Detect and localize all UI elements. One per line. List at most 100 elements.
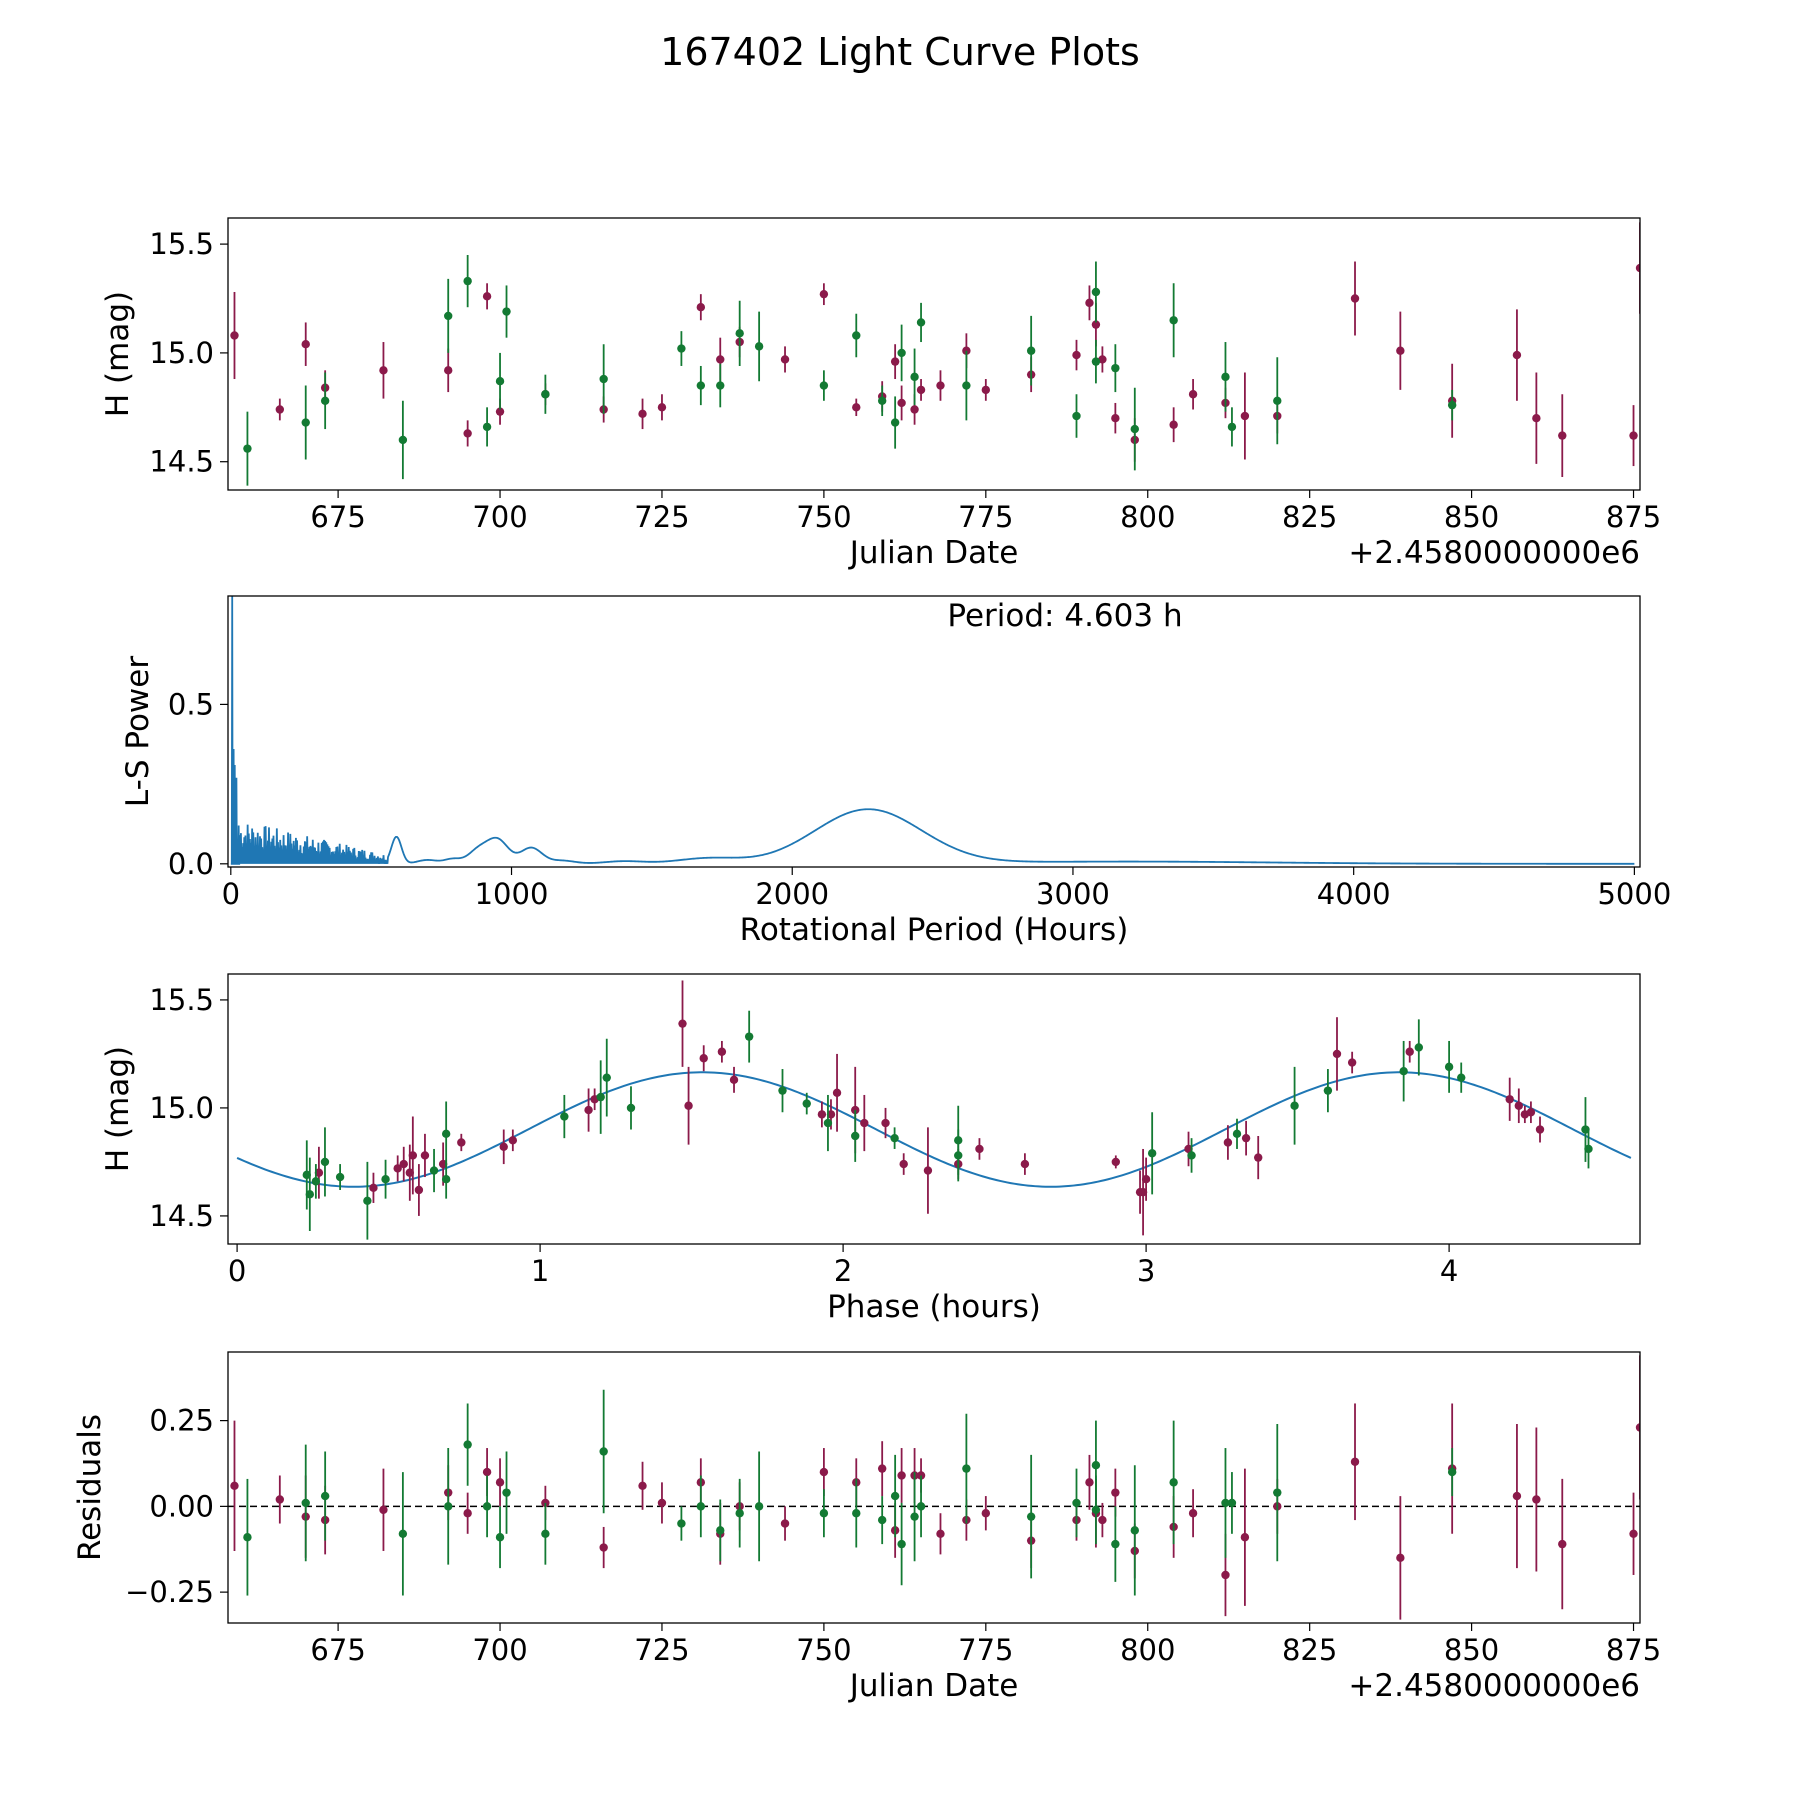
data-point: [1350, 1457, 1360, 1466]
data-point: [1532, 413, 1541, 423]
plot-area: [236, 980, 1632, 1240]
data-point: [1221, 372, 1230, 382]
series-green: [243, 1389, 1457, 1596]
data-point: [916, 385, 926, 395]
x-tick-label: 1000: [475, 877, 549, 911]
data-point: [699, 1054, 708, 1063]
data-point: [1347, 1058, 1357, 1067]
y-tick-label: −0.25: [125, 1575, 214, 1609]
data-point: [1273, 1488, 1282, 1497]
data-point: [877, 1515, 887, 1525]
data-point: [1396, 1553, 1405, 1563]
y-axis-label: Residuals: [72, 1414, 108, 1561]
data-point: [495, 1478, 505, 1487]
data-point: [495, 377, 505, 386]
data-point: [1290, 1101, 1299, 1110]
data-point: [860, 1118, 869, 1128]
data-point: [1405, 1047, 1414, 1056]
data-point: [408, 1151, 418, 1160]
y-axis-label: H (mag): [100, 291, 136, 417]
data-point: [1558, 1539, 1567, 1549]
data-point: [602, 1073, 611, 1082]
data-point: [508, 1136, 518, 1145]
data-point: [405, 1168, 415, 1177]
data-point: [916, 1502, 926, 1511]
data-point: [275, 1495, 285, 1504]
data-point: [482, 1502, 492, 1511]
x-tick-label: 4: [1440, 1254, 1458, 1288]
data-point: [897, 348, 906, 358]
data-point: [1111, 1539, 1120, 1549]
data-point: [638, 1481, 647, 1490]
y-tick-label: 14.5: [149, 445, 214, 479]
data-point: [495, 407, 505, 416]
data-point: [584, 1105, 593, 1115]
data-point: [1505, 1095, 1514, 1104]
data-point: [936, 381, 945, 390]
data-point: [696, 1502, 706, 1511]
panel-residuals: 675 700 725 750 775 800 825 850 875 −0.25 0.00 0.25…: [72, 1351, 1661, 1704]
data-point: [1323, 1086, 1333, 1095]
x-axis-label: Rotational Period (Hours): [740, 912, 1129, 948]
x-tick-label: 675: [310, 500, 365, 534]
data-point: [890, 418, 900, 427]
data-point: [780, 1519, 790, 1528]
data-point: [897, 398, 906, 408]
data-point: [819, 1467, 829, 1477]
series-maroon: [230, 222, 1640, 477]
data-point: [744, 1032, 754, 1041]
data-point: [1240, 411, 1250, 421]
data-point: [398, 1529, 408, 1539]
data-point: [243, 1533, 252, 1542]
data-point: [735, 329, 744, 338]
x-tick-label: 1: [531, 1254, 549, 1288]
data-point: [975, 1144, 984, 1154]
y-tick-label: 0.0: [168, 847, 214, 881]
data-point: [1444, 1062, 1454, 1072]
data-point: [243, 444, 252, 453]
data-point: [275, 405, 285, 414]
x-tick-label: 2000: [755, 877, 829, 911]
axes-frame: [227, 217, 1641, 491]
data-point: [438, 1159, 448, 1169]
period-annotation: Period: 4.603 h: [947, 598, 1182, 634]
x-tick-label: 775: [958, 500, 1013, 534]
x-axis-label: Phase (hours): [827, 1289, 1041, 1325]
series-maroon: [230, 1355, 1640, 1620]
data-point: [1188, 1509, 1198, 1518]
plot-area: [228, 1355, 1640, 1620]
data-point: [1187, 1151, 1196, 1160]
data-point: [1629, 431, 1638, 440]
data-point: [1111, 1157, 1121, 1167]
x-tick-label: 675: [310, 1633, 365, 1667]
data-point: [729, 1075, 739, 1085]
data-point: [678, 1019, 687, 1028]
data-point: [1169, 316, 1178, 325]
data-point: [802, 1099, 811, 1108]
data-point: [499, 1142, 508, 1152]
data-point: [301, 340, 310, 349]
x-tick-label: 750: [796, 500, 851, 534]
data-point: [696, 303, 706, 312]
data-point: [981, 385, 991, 395]
data-point: [819, 289, 829, 299]
data-point: [311, 1177, 321, 1186]
data-point: [320, 1491, 330, 1501]
data-point: [429, 1166, 439, 1175]
x-tick-label: 5000: [1597, 877, 1671, 911]
x-offset-label: +2.4580000000e6: [1348, 1668, 1640, 1704]
data-point: [302, 1170, 311, 1180]
data-point: [1098, 1515, 1107, 1525]
data-point: [1396, 346, 1405, 355]
data-point: [463, 1440, 472, 1449]
data-point: [1091, 357, 1101, 366]
data-point: [495, 1533, 505, 1542]
x-tick-label: 3: [1137, 1254, 1155, 1288]
data-point: [852, 331, 861, 340]
data-point: [502, 1488, 511, 1497]
data-point: [599, 1447, 608, 1456]
data-point: [936, 1529, 945, 1539]
data-point: [1085, 1478, 1094, 1487]
data-point: [320, 396, 330, 405]
data-point: [463, 276, 472, 286]
